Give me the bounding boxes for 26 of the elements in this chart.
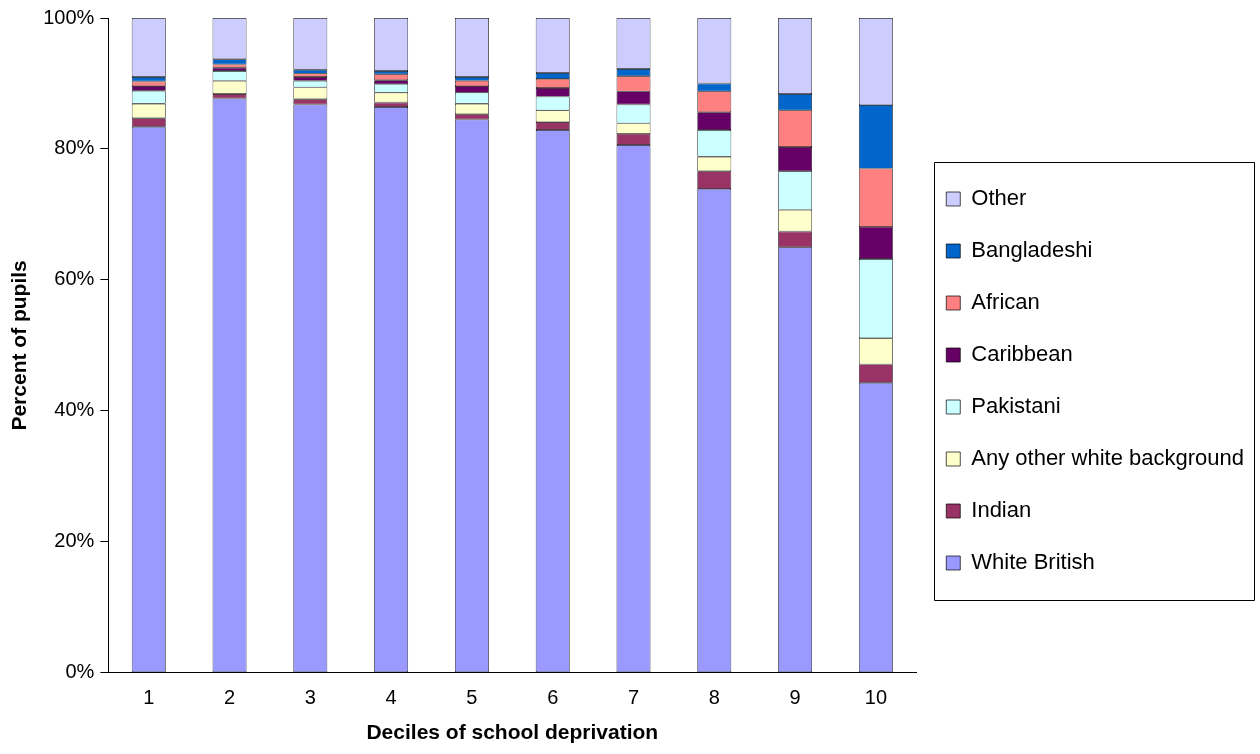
x-tick-label: 9 bbox=[789, 686, 801, 709]
legend-label: Pakistani bbox=[971, 393, 1061, 419]
legend-label: Bangladeshi bbox=[971, 237, 1093, 263]
y-axis-title: Percent of pupils bbox=[7, 260, 31, 431]
legend-label: White British bbox=[971, 549, 1095, 575]
legend-label: African bbox=[971, 289, 1040, 315]
y-tick-label: 20% bbox=[54, 529, 95, 552]
legend-label: Other bbox=[971, 185, 1027, 211]
y-tick-label: 60% bbox=[54, 267, 95, 290]
x-tick-label: 5 bbox=[466, 686, 478, 709]
x-tick-label: 10 bbox=[864, 686, 888, 709]
x-tick-label: 1 bbox=[143, 686, 155, 709]
x-axis-title: Deciles of school deprivation bbox=[366, 720, 659, 744]
y-tick-label: 0% bbox=[65, 660, 95, 683]
x-tick-label: 4 bbox=[385, 686, 397, 709]
y-tick-label: 40% bbox=[54, 398, 95, 421]
y-tick-label: 100% bbox=[43, 5, 95, 28]
legend-label: Indian bbox=[971, 497, 1032, 523]
x-tick-label: 3 bbox=[304, 686, 316, 709]
legend-label: Any other white background bbox=[971, 445, 1245, 471]
y-tick-label: 80% bbox=[54, 136, 95, 159]
x-tick-label: 6 bbox=[547, 686, 559, 709]
x-tick-label: 8 bbox=[708, 686, 720, 709]
x-tick-label: 7 bbox=[627, 686, 640, 709]
legend-label: Caribbean bbox=[971, 341, 1073, 367]
x-tick-label: 2 bbox=[223, 686, 236, 709]
